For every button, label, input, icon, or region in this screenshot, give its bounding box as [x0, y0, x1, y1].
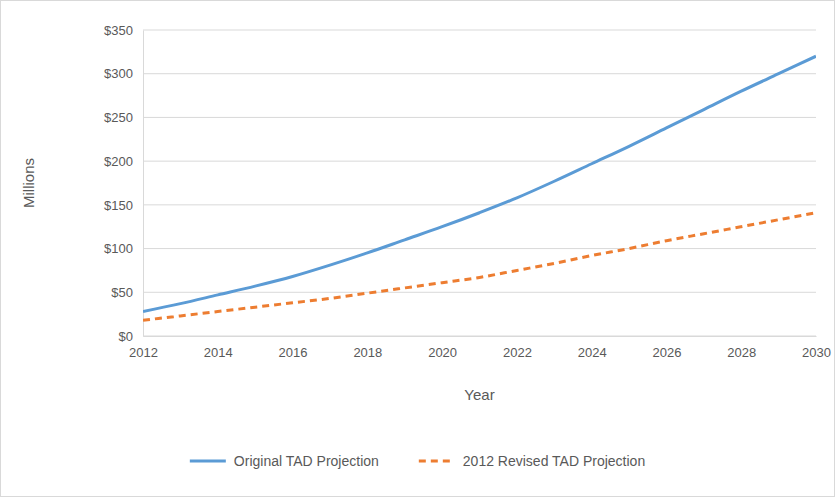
y-axis-title: Millions	[20, 158, 37, 208]
x-tick-label: 2028	[727, 345, 756, 360]
y-tick: $150	[104, 198, 143, 213]
series-line	[143, 56, 816, 311]
x-tick: 2028	[727, 336, 756, 360]
y-tick: $300	[104, 66, 143, 81]
y-tick-label: $350	[104, 23, 133, 38]
y-tick: $50	[111, 285, 143, 300]
chart-border	[1, 1, 835, 497]
x-tick-label: 2016	[279, 345, 308, 360]
x-tick-label: 2012	[129, 345, 158, 360]
x-tick-label: 2024	[578, 345, 607, 360]
x-tick: 2018	[353, 336, 382, 360]
legend-item: Original TAD Projection	[190, 453, 379, 469]
chart: $0$50$100$150$200$250$300$35020122014201…	[0, 0, 835, 497]
grid-line	[143, 161, 816, 162]
x-axis-line	[144, 336, 817, 337]
legend-swatch	[190, 460, 226, 463]
grid-line	[143, 204, 816, 205]
y-tick-label: $300	[104, 66, 133, 81]
grid-line	[143, 292, 816, 293]
grid-line	[143, 336, 816, 337]
y-tick-label: $250	[104, 110, 133, 125]
legend-label: 2012 Revised TAD Projection	[463, 453, 645, 469]
series-lines	[143, 56, 816, 320]
series-line	[143, 213, 816, 321]
y-tick: $100	[104, 241, 143, 256]
y-tick-label: $0	[119, 329, 133, 344]
x-tick-label: 2018	[353, 345, 382, 360]
plot-area: $0$50$100$150$200$250$300$35020122014201…	[104, 23, 831, 361]
x-tick: 2026	[652, 336, 681, 360]
y-tick: $200	[104, 154, 143, 169]
x-tick-label: 2014	[204, 345, 233, 360]
x-tick: 2030	[802, 336, 831, 360]
x-tick: 2016	[279, 336, 308, 360]
x-tick: 2014	[204, 336, 233, 360]
x-tick: 2020	[428, 336, 457, 360]
y-axis: $0 $50 $100 $150 $200 $250 $300 $350	[104, 23, 143, 344]
grid-line	[143, 73, 816, 74]
y-tick: $0	[119, 329, 143, 344]
x-tick-label: 2020	[428, 345, 457, 360]
y-tick: $350	[104, 23, 143, 38]
legend-item: 2012 Revised TAD Projection	[419, 453, 645, 469]
x-tick: 2022	[503, 336, 532, 360]
legend-label: Original TAD Projection	[234, 453, 379, 469]
legend: Original TAD Projection 2012 Revised TAD …	[190, 453, 645, 469]
x-tick: 2024	[578, 336, 607, 360]
y-axis-line	[143, 31, 144, 337]
y-tick-label: $200	[104, 154, 133, 169]
y-tick-label: $100	[104, 241, 133, 256]
x-axis: 2012 2014 2016 2018 2020 2022 2024 2026 2028 2030	[129, 336, 831, 360]
x-axis-title: Year	[464, 386, 494, 403]
x-tick-label: 2022	[503, 345, 532, 360]
x-tick-label: 2026	[652, 345, 681, 360]
y-tick: $250	[104, 110, 143, 125]
x-tick-label: 2030	[802, 345, 831, 360]
x-tick: 2012	[129, 336, 158, 360]
grid	[143, 30, 816, 336]
grid-line	[143, 248, 816, 249]
grid-line	[143, 117, 816, 118]
y-tick-label: $50	[111, 285, 133, 300]
legend-swatch	[419, 460, 455, 463]
grid-line	[143, 30, 816, 31]
y-tick-label: $150	[104, 198, 133, 213]
